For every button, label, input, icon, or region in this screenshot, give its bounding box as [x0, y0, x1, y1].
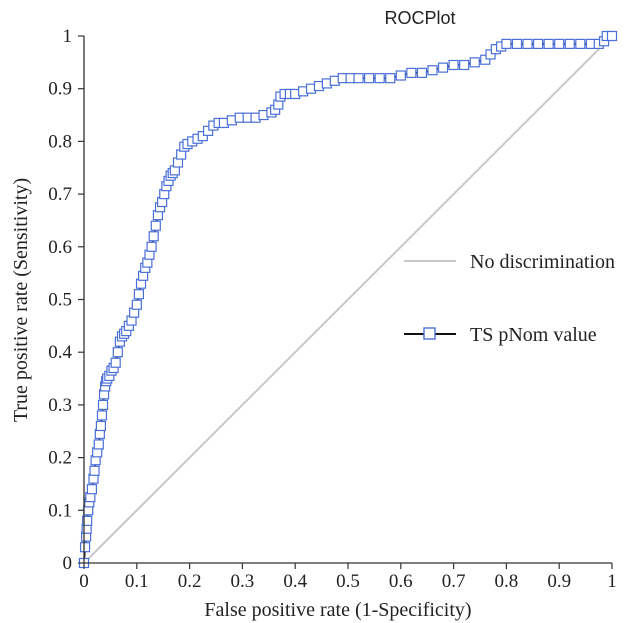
roc-point-marker: [89, 465, 100, 476]
roc-point-marker: [511, 38, 523, 50]
roc-point-marker: [543, 38, 554, 50]
roc-point-marker: [96, 410, 108, 421]
roc-point-marker: [148, 231, 159, 242]
roc-point-marker: [459, 59, 470, 71]
x-tick-label: 0.4: [283, 571, 307, 592]
roc-point-marker: [564, 38, 575, 50]
y-axis-title: True positive rate (Sensitivity): [10, 178, 32, 422]
roc-point-marker: [385, 73, 396, 84]
x-tick-label: 0.2: [178, 571, 202, 592]
y-tick-label: 0.3: [48, 395, 72, 416]
y-tick-label: 0.7: [48, 184, 72, 205]
legend: No discrimination TS pNom value: [404, 251, 615, 346]
roc-point-marker: [112, 347, 123, 358]
x-tick-label: 0.7: [442, 571, 466, 592]
roc-point-marker: [437, 62, 449, 73]
roc-point-marker: [575, 38, 586, 50]
roc-point-marker: [131, 299, 142, 310]
roc-point-marker: [146, 241, 157, 252]
y-tick-label: 0: [63, 553, 73, 574]
y-tick-label: 0.1: [48, 500, 72, 521]
plot-area: [78, 30, 618, 569]
roc-point-marker: [427, 65, 438, 76]
x-ticks: 0 0.1 0.2 0.3 0.4 0.5 0.6 0.7 0.8 0.9 1: [79, 563, 617, 592]
roc-point-marker: [469, 57, 480, 68]
roc-point-marker: [110, 357, 121, 368]
roc-point-marker: [197, 131, 208, 142]
y-tick-label: 0.4: [48, 342, 72, 363]
roc-point-marker: [202, 125, 214, 136]
roc-point-marker: [95, 420, 107, 432]
y-tick-label: 0.2: [48, 448, 72, 469]
y-tick-label: 0.9: [48, 79, 72, 100]
roc-point-marker: [79, 542, 91, 553]
legend-item-ts-pnom-value: TS pNom value: [404, 324, 597, 346]
x-tick-label: 0.8: [495, 571, 519, 592]
roc-point-marker: [448, 59, 459, 71]
x-tick-label: 1: [607, 571, 617, 592]
roc-point-marker: [86, 484, 98, 495]
y-tick-label: 0.6: [48, 237, 72, 258]
roc-point-marker: [480, 54, 491, 65]
roc-point-marker: [93, 439, 104, 450]
x-tick-label: 0: [79, 571, 89, 592]
x-axis-title: False positive rate (1-Specificity): [204, 599, 471, 621]
roc-point-marker: [82, 515, 93, 526]
roc-point-marker: [532, 38, 544, 50]
y-tick-label: 0.8: [48, 131, 72, 152]
x-tick-label: 0.5: [336, 571, 360, 592]
roc-point-marker: [606, 30, 618, 42]
chart-title: ROCPlot: [384, 8, 455, 28]
roc-point-marker: [501, 38, 512, 50]
roc-point-marker: [554, 38, 565, 50]
legend-item-no-discrimination: No discrimination: [404, 251, 615, 273]
roc-point-marker: [97, 399, 109, 410]
x-tick-label: 0.1: [125, 571, 149, 592]
legend-swatch-ts-pnom-value-marker: [423, 327, 436, 340]
series-no-discrimination-line: [83, 35, 613, 564]
y-ticks: 0 0.1 0.2 0.3 0.4 0.5 0.6 0.7 0.8 0.9 1: [48, 26, 84, 574]
roc-point-marker: [416, 67, 428, 78]
roc-point-marker: [133, 289, 145, 300]
roc-point-marker: [353, 73, 364, 84]
x-tick-label: 0.6: [389, 571, 413, 592]
roc-point-marker: [485, 49, 496, 60]
roc-point-marker: [150, 220, 161, 231]
roc-point-marker: [522, 38, 533, 50]
y-tick-label: 0.5: [48, 290, 72, 311]
roc-point-marker: [406, 67, 417, 78]
roc-point-marker: [364, 73, 375, 84]
legend-label-no-discrimination: No discrimination: [470, 251, 615, 273]
y-tick-label: 1: [63, 26, 73, 47]
roc-point-marker: [395, 70, 406, 81]
x-tick-label: 0.9: [547, 571, 571, 592]
legend-label-ts-pnom-value: TS pNom value: [470, 324, 597, 346]
roc-point-marker: [374, 73, 385, 84]
x-tick-label: 0.3: [231, 571, 255, 592]
